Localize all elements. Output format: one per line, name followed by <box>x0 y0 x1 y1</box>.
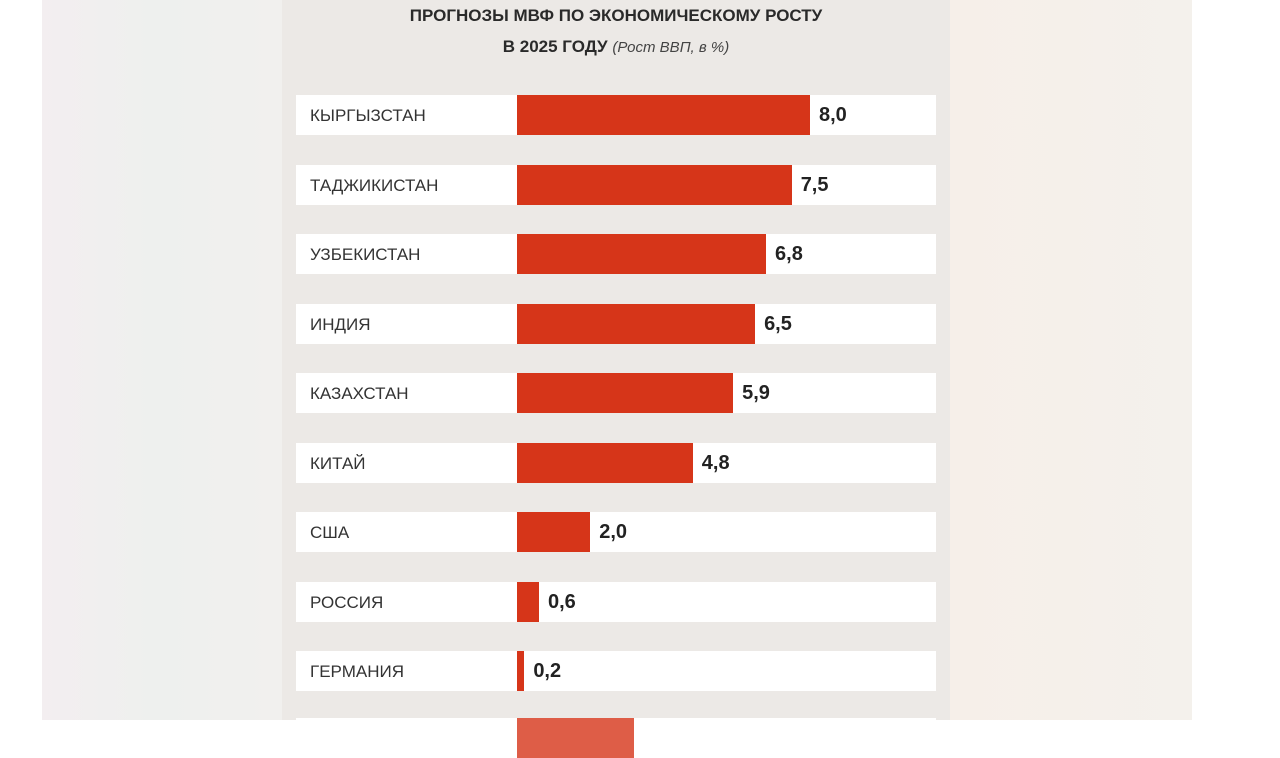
bar <box>517 442 693 483</box>
bar-row: КАЗАХСТАН 5,9 <box>296 373 936 413</box>
chart-title: ПРОГНОЗЫ МВФ ПО ЭКОНОМИЧЕСКОМУ РОСТУ <box>409 6 823 25</box>
bar <box>517 95 810 135</box>
bar-row: КИТАЙ 4,8 <box>296 442 936 483</box>
bar-row: ГЕРМАНИЯ 0,2 <box>296 651 936 691</box>
value-label: 5,9 <box>742 382 770 404</box>
bar <box>517 234 767 274</box>
category-label: РОССИЯ <box>310 592 384 612</box>
cut-off-bar <box>517 718 634 758</box>
bar-row: США 2,0 <box>296 512 936 552</box>
value-label: 8,0 <box>819 104 847 126</box>
category-label: ИНДИЯ <box>310 314 371 334</box>
value-label: 4,8 <box>701 451 730 474</box>
value-label: 7,5 <box>800 173 829 196</box>
category-label: США <box>310 523 350 542</box>
cut-off-row <box>296 718 936 758</box>
bar <box>517 581 539 622</box>
bar-row: КЫРГЫЗСТАН 8,0 <box>296 95 936 135</box>
bar <box>517 164 792 205</box>
bar-row: ТАДЖИКИСТАН 7,5 <box>296 164 936 205</box>
bar <box>517 303 756 344</box>
value-label: 0,2 <box>533 660 562 682</box>
chart-card: ПРОГНОЗЫ МВФ ПО ЭКОНОМИЧЕСКОМУ РОСТУ В 2… <box>282 0 950 758</box>
category-label: УЗБЕКИСТАН <box>310 245 421 264</box>
bar <box>517 651 525 691</box>
value-label: 6,8 <box>775 243 803 265</box>
category-label: КИТАЙ <box>310 453 366 473</box>
value-label: 0,6 <box>547 590 576 613</box>
value-label: 6,5 <box>764 312 792 335</box>
bar-row: РОССИЯ 0,6 <box>296 581 936 622</box>
bar <box>517 512 591 552</box>
chart-title-year: В 2025 ГОДУ <box>502 37 608 56</box>
bar-row: ИНДИЯ 6,5 <box>296 303 936 344</box>
category-label: КАЗАХСТАН <box>310 384 409 403</box>
category-label: ГЕРМАНИЯ <box>310 662 404 681</box>
value-label: 2,0 <box>599 521 628 543</box>
bar-row: УЗБЕКИСТАН 6,8 <box>296 234 936 274</box>
category-label: ТАДЖИКИСТАН <box>310 175 439 195</box>
chart-subtitle: (Рост ВВП, в %) <box>612 39 730 56</box>
category-label: КЫРГЫЗСТАН <box>310 106 426 125</box>
chart-title-line2: В 2025 ГОДУ (Рост ВВП, в %) <box>282 37 950 57</box>
bar <box>517 373 734 413</box>
